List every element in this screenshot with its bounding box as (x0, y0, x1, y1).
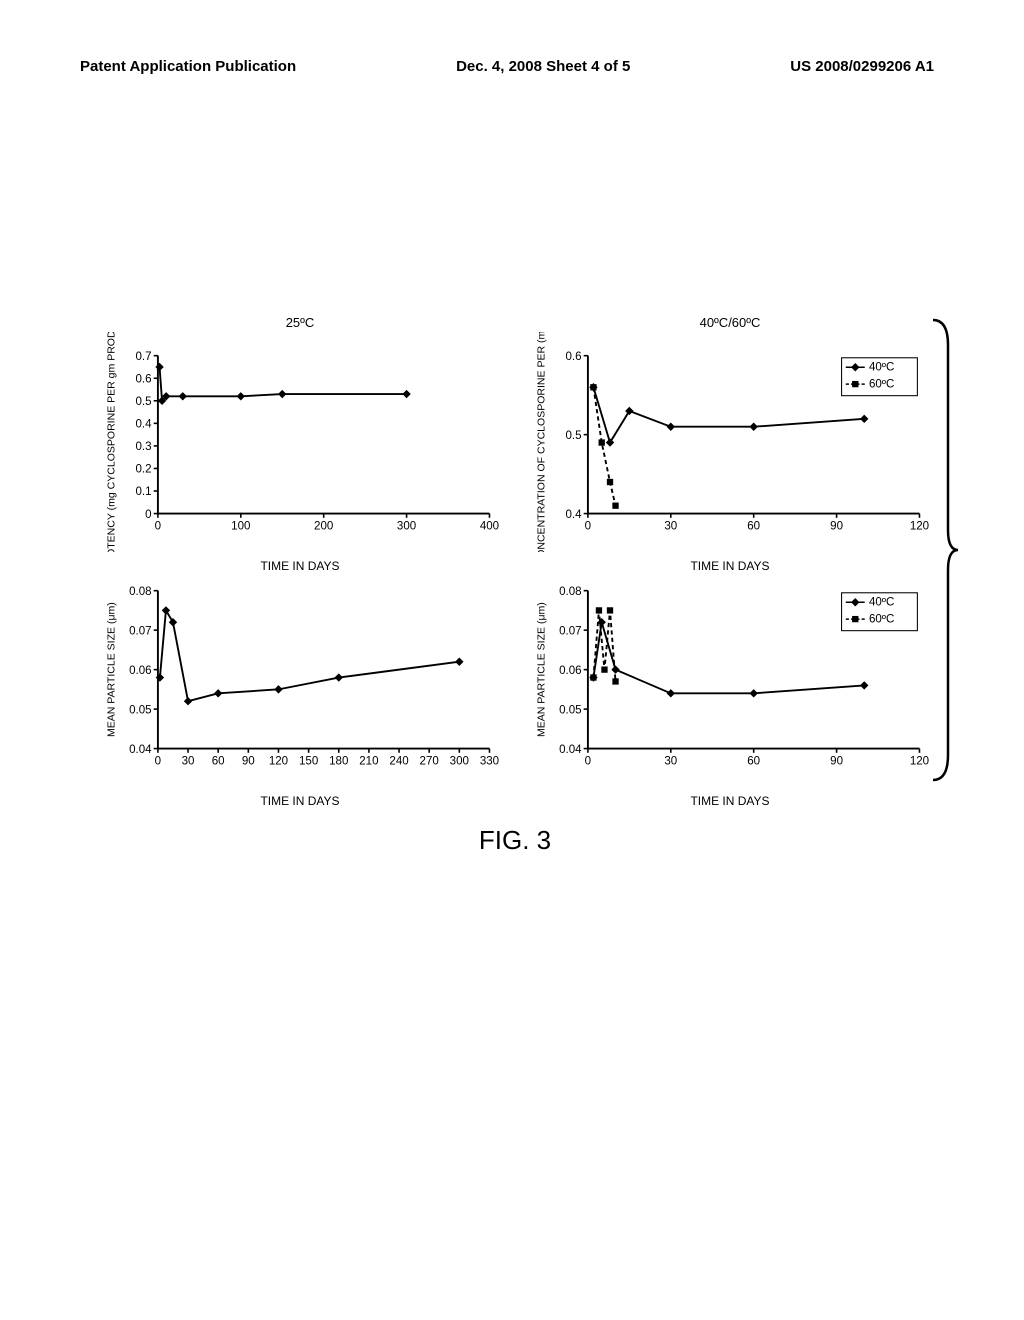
svg-text:240: 240 (389, 755, 408, 767)
svg-text:90: 90 (242, 755, 255, 767)
svg-text:0.07: 0.07 (559, 625, 582, 637)
chart-svg: 0.04 0.05 0.06 0.07 0.08 0 30 60 90 120 150 180 210 2… (100, 567, 500, 787)
figure-container: 25ºC 00.10.20.30.40.50.60.70100200300400… (100, 315, 930, 856)
svg-text:60ºC: 60ºC (869, 378, 894, 390)
svg-text:0.05: 0.05 (129, 704, 152, 716)
svg-text:0.3: 0.3 (136, 441, 152, 453)
svg-text:30: 30 (182, 755, 195, 767)
chart-title: 25ºC (100, 315, 500, 330)
x-axis-label: TIME IN DAYS (530, 794, 930, 808)
header-left: Patent Application Publication (80, 58, 296, 75)
chart-particle-40-60c: 0.04 0.05 0.06 0.07 0.08 0 30 60 90 120 MEAN PARTI… (530, 565, 930, 785)
grouping-brace-icon (928, 315, 958, 785)
chart-grid: 25ºC 00.10.20.30.40.50.60.70100200300400… (100, 315, 930, 785)
svg-text:30: 30 (664, 520, 677, 532)
svg-text:60: 60 (747, 755, 760, 767)
svg-text:0: 0 (155, 755, 161, 767)
svg-text:MEAN PARTICLE SIZE (μm): MEAN PARTICLE SIZE (μm) (106, 602, 118, 737)
svg-text:0: 0 (155, 520, 161, 532)
svg-text:60: 60 (212, 755, 225, 767)
svg-text:120: 120 (910, 520, 929, 532)
svg-text:0: 0 (145, 509, 151, 521)
svg-text:400: 400 (480, 520, 499, 532)
svg-text:100: 100 (231, 520, 250, 532)
figure-label: FIG. 3 (100, 825, 930, 856)
svg-text:0.4: 0.4 (566, 509, 583, 521)
svg-text:270: 270 (420, 755, 439, 767)
svg-text:0: 0 (585, 755, 591, 767)
svg-text:0.06: 0.06 (559, 665, 582, 677)
svg-text:0.6: 0.6 (566, 351, 582, 363)
svg-text:0.07: 0.07 (129, 625, 152, 637)
svg-text:CONCENTRATION OF CYCLOSPORINE: CONCENTRATION OF CYCLOSPORINE PER (mg/gm… (536, 332, 548, 552)
chart-svg: 0.4 0.5 0.6 0 30 60 90 120 CONCENTRATION OF CYCL… (530, 332, 930, 552)
svg-text:150: 150 (299, 755, 318, 767)
page-header: Patent Application Publication Dec. 4, 2… (0, 58, 1024, 75)
chart-concentration-40-60c: 40ºC/60ºC 0.40.50.60306090120CONCENTRATI… (530, 315, 930, 535)
header-right: US 2008/0299206 A1 (790, 58, 934, 75)
chart-potency-25c: 25ºC 0 0.1 0.2 0.3 0.4 0.5 0.6 0.7 0 100 200 300 400… (100, 315, 500, 535)
svg-text:60: 60 (747, 520, 760, 532)
svg-text:200: 200 (314, 520, 333, 532)
svg-text:0.06: 0.06 (129, 665, 152, 677)
svg-text:0.04: 0.04 (129, 744, 152, 756)
svg-text:0.5: 0.5 (136, 396, 152, 408)
svg-text:180: 180 (329, 755, 348, 767)
svg-text:0.5: 0.5 (566, 430, 582, 442)
svg-text:300: 300 (450, 755, 469, 767)
chart-particle-25c: 0.04 0.05 0.06 0.07 0.08 0 30 60 90 120 150 180 210 2… (100, 565, 500, 785)
svg-text:210: 210 (359, 755, 378, 767)
svg-text:0.08: 0.08 (129, 586, 152, 598)
svg-text:0.4: 0.4 (136, 419, 153, 431)
svg-text:120: 120 (910, 755, 929, 767)
svg-text:POTENCY (mg CYCLOSPORINE PER g: POTENCY (mg CYCLOSPORINE PER gm PRODUCT) (106, 332, 118, 552)
svg-text:MEAN PARTICLE SIZE (μm): MEAN PARTICLE SIZE (μm) (536, 602, 548, 737)
svg-text:0.08: 0.08 (559, 586, 582, 598)
svg-text:300: 300 (397, 520, 416, 532)
chart-svg: 0 0.1 0.2 0.3 0.4 0.5 0.6 0.7 0 100 200 300 400 POTEN… (100, 332, 500, 552)
svg-text:90: 90 (830, 755, 843, 767)
svg-text:0.6: 0.6 (136, 373, 152, 385)
svg-text:60ºC: 60ºC (869, 613, 894, 625)
svg-text:0.05: 0.05 (559, 704, 582, 716)
svg-text:40ºC: 40ºC (869, 361, 894, 373)
x-axis-label: TIME IN DAYS (100, 794, 500, 808)
svg-text:0.1: 0.1 (136, 486, 152, 498)
svg-text:30: 30 (664, 755, 677, 767)
svg-text:0: 0 (585, 520, 591, 532)
svg-text:0.04: 0.04 (559, 744, 582, 756)
svg-text:0.2: 0.2 (136, 464, 152, 476)
svg-text:40ºC: 40ºC (869, 596, 894, 608)
svg-text:330: 330 (480, 755, 499, 767)
svg-text:120: 120 (269, 755, 288, 767)
svg-text:0.7: 0.7 (136, 351, 152, 363)
svg-text:90: 90 (830, 520, 843, 532)
header-center: Dec. 4, 2008 Sheet 4 of 5 (456, 58, 630, 75)
chart-title: 40ºC/60ºC (530, 315, 930, 330)
chart-svg: 0.04 0.05 0.06 0.07 0.08 0 30 60 90 120 MEAN PARTI… (530, 567, 930, 787)
